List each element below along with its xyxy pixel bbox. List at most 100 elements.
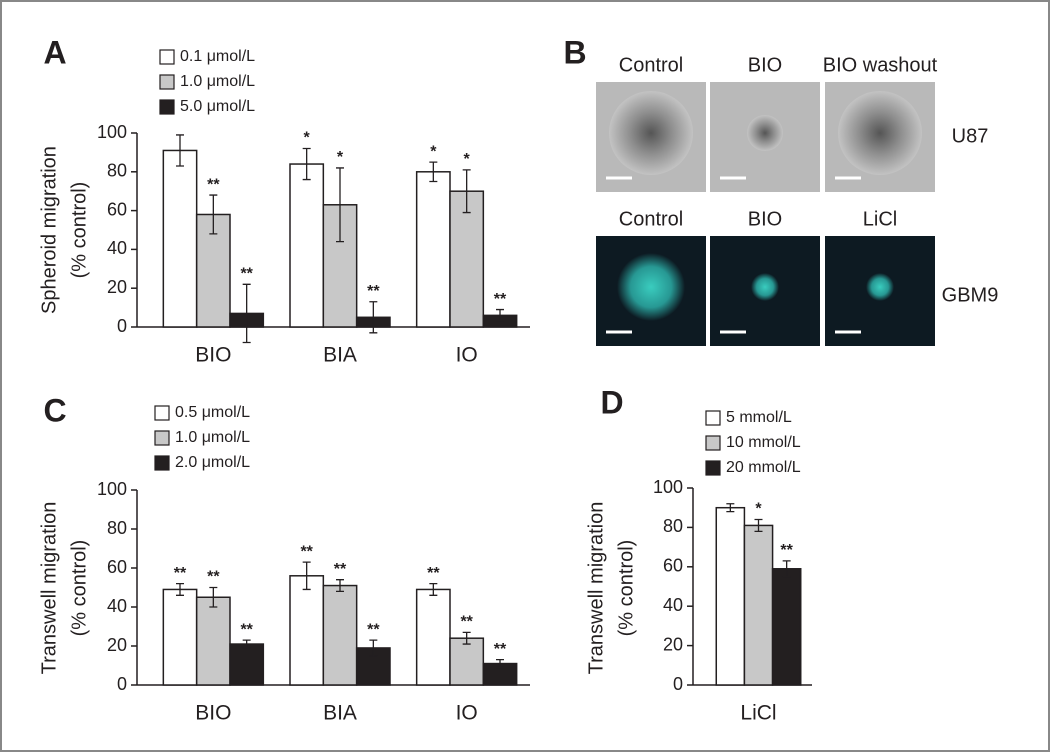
spheroid: [747, 115, 783, 151]
spheroid: [866, 273, 894, 301]
y-tick-label: 0: [673, 674, 683, 694]
bar: [162, 588, 198, 686]
significance-label: **: [334, 561, 347, 578]
legend-label: 1.0 μmol/L: [175, 429, 250, 446]
y-tick-label: 20: [107, 277, 127, 297]
legend-swatch: [154, 455, 170, 471]
y-tick-label: 60: [663, 556, 683, 576]
y-tick-label: 100: [653, 477, 683, 497]
panel-label: A: [43, 34, 66, 70]
error-bar: [242, 639, 251, 649]
error-bar: [496, 659, 504, 669]
legend-label: 20 mmol/L: [726, 459, 801, 476]
error-bar: [176, 134, 184, 167]
x-tick-label: IO: [456, 344, 478, 367]
column-label: LiCl: [863, 208, 897, 230]
significance-label: *: [755, 501, 762, 518]
significance-label: **: [240, 266, 253, 283]
y-tick-label: 40: [107, 596, 127, 616]
x-tick-label: BIO: [195, 702, 231, 725]
significance-label: **: [240, 621, 253, 638]
error-bar: [369, 639, 378, 657]
error-bar: [369, 301, 378, 334]
column-label: BIO: [748, 54, 782, 76]
y-tick-label: 80: [107, 161, 127, 181]
column-label: Control: [619, 208, 683, 230]
y-axis-label: (% control): [68, 540, 90, 637]
column-label: Control: [619, 54, 683, 76]
legend-swatch: [705, 460, 721, 476]
error-bar: [429, 582, 438, 596]
bar: [195, 596, 231, 686]
y-tick-label: 0: [117, 316, 127, 336]
bar: [415, 588, 451, 686]
error-bar: [336, 167, 344, 243]
significance-label: *: [430, 143, 437, 160]
spheroid: [751, 273, 779, 301]
legend-swatch: [705, 410, 721, 426]
error-bar: [462, 631, 471, 645]
y-tick-label: 80: [107, 518, 127, 538]
spheroid: [609, 91, 693, 175]
bar: [715, 506, 746, 686]
legend-label: 5.0 μmol/L: [180, 98, 255, 115]
legend-swatch: [154, 430, 170, 446]
y-tick-label: 60: [107, 199, 127, 219]
significance-label: *: [304, 130, 311, 147]
y-axis-label: Spheroid migration: [38, 146, 60, 314]
significance-label: **: [494, 291, 507, 308]
significance-label: *: [464, 151, 471, 168]
column-label: BIO: [748, 208, 782, 230]
legend-swatch: [159, 74, 175, 90]
legend-label: 0.5 μmol/L: [175, 404, 250, 421]
legend-label: 5 mmol/L: [726, 409, 792, 426]
bar: [229, 643, 265, 686]
y-tick-label: 80: [663, 516, 683, 536]
legend-swatch: [705, 435, 721, 451]
panel-label: B: [563, 34, 586, 70]
bar: [289, 575, 325, 686]
x-tick-label: IO: [456, 702, 478, 725]
legend-label: 1.0 μmol/L: [180, 73, 255, 90]
error-bar: [176, 582, 184, 596]
error-bar: [726, 503, 735, 513]
panel-label: C: [43, 392, 66, 428]
significance-label: **: [460, 614, 473, 631]
legend-label: 0.1 μmol/L: [180, 48, 255, 65]
y-tick-label: 20: [107, 635, 127, 655]
y-axis-label: Transwell migration: [38, 502, 60, 675]
error-bar: [242, 283, 251, 344]
significance-label: **: [174, 565, 187, 582]
y-tick-label: 100: [97, 479, 127, 499]
y-tick-label: 40: [663, 595, 683, 615]
bar: [449, 637, 485, 686]
significance-label: **: [427, 565, 440, 582]
bar: [743, 524, 774, 686]
significance-label: *: [337, 149, 344, 166]
bar: [771, 568, 802, 686]
error-bar: [209, 194, 218, 235]
significance-label: **: [207, 176, 220, 193]
legend-label: 2.0 μmol/L: [175, 454, 250, 471]
bar: [322, 584, 358, 686]
legend-swatch: [159, 49, 175, 65]
y-axis-label: (% control): [615, 540, 637, 637]
bar: [415, 171, 451, 328]
y-axis-label: (% control): [68, 182, 90, 279]
y-tick-label: 40: [107, 238, 127, 258]
row-label: GBM9: [942, 284, 999, 306]
error-bar: [754, 518, 763, 532]
y-tick-label: 0: [117, 674, 127, 694]
error-bar: [496, 308, 504, 322]
significance-label: **: [494, 641, 507, 658]
column-label: BIO washout: [823, 54, 938, 76]
significance-label: **: [207, 569, 220, 586]
x-tick-label: BIA: [323, 702, 357, 725]
x-tick-label: LiCl: [740, 702, 776, 725]
y-tick-label: 60: [107, 557, 127, 577]
error-bar: [302, 561, 311, 591]
error-bar: [782, 560, 791, 578]
legend-swatch: [159, 99, 175, 115]
y-axis-label: Transwell migration: [585, 502, 607, 675]
